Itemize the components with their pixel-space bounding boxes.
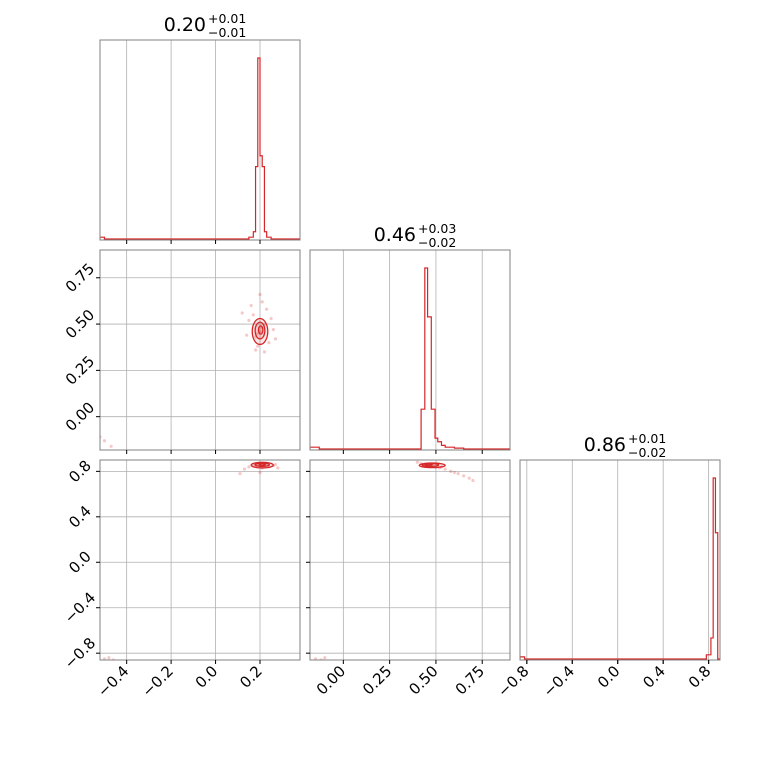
x-tick-label-2-3: 0.4 [639,662,669,692]
sample-point-2-9 [462,474,466,478]
x-tick-label-0-2: 0.0 [192,662,222,692]
histogram-series-1 [310,267,510,450]
histogram-panel-2 [519,459,721,664]
density-contour-1-2 [258,463,266,466]
sample-point-1-7 [247,465,251,469]
histogram-title-1: 0.46 +0.03−0.02 [374,221,457,250]
y-tick-label-1-3: 0.75 [62,260,98,296]
y-tick-label-2-1: −0.4 [61,588,99,626]
sample-point-0-10 [249,303,253,308]
sample-point-0-5 [251,313,255,317]
sample-point-2-8 [456,472,460,476]
sample-point-0-20 [102,439,107,443]
histogram-panel-0 [99,39,301,244]
x-tick-label-1-3: 0.75 [452,662,488,698]
pair-background-0-1 [100,250,300,450]
sample-point-0-12 [245,333,249,337]
sample-point-2-5 [443,467,447,471]
x-tick-label-2-4: 0.8 [685,662,715,692]
x-tick-label-2-2: 0.0 [594,662,624,692]
y-tick-label-1-0: 0.00 [62,398,98,434]
sample-point-0-14 [269,316,273,321]
x-tick-label-2-1: −0.4 [540,662,578,700]
sample-point-1-15 [102,657,107,660]
sample-point-2-17 [323,656,327,660]
x-tick-label-0-1: −0.2 [138,662,176,700]
y-tick-label-2-2: 0.0 [65,547,95,577]
sample-point-2-14 [415,460,420,464]
histogram-title-2: 0.86 +0.01−0.02 [584,431,667,460]
sample-point-2-11 [471,478,475,483]
sample-point-0-7 [247,318,251,322]
histogram-series-2 [520,477,720,660]
x-tick-label-1-2: 0.50 [405,662,441,698]
sample-point-0-21 [109,444,113,448]
y-tick-label-2-4: 0.8 [65,457,95,487]
histogram-frame-1 [309,249,511,451]
sample-point-1-17 [107,656,111,660]
histogram-background-0 [100,40,300,240]
sample-point-1-12 [258,470,262,475]
title-plus-error-2: +0.01 [628,431,666,446]
sample-point-1-11 [273,462,278,467]
sample-point-1-13 [238,472,242,476]
histogram-frame-0 [99,39,301,241]
y-tick-label-1-1: 0.25 [62,352,98,388]
title-value-2: 0.86 [584,434,626,456]
pair-panel-1-2 [310,460,510,660]
title-minus-error-0: −0.01 [208,25,246,40]
x-tick-label-0-0: −0.4 [94,662,132,700]
sample-point-0-16 [240,311,244,315]
sample-point-0-11 [271,328,275,332]
sample-point-1-14 [276,466,280,470]
title-minus-error-1: −0.02 [418,235,456,250]
histogram-panel-1 [309,249,511,454]
sample-point-0-19 [262,350,267,354]
histogram-background-1 [310,250,510,450]
sample-point-0-15 [253,348,258,352]
title-minus-error-2: −0.02 [628,445,666,460]
x-tick-label-1-0: 0.00 [313,662,349,698]
x-tick-label-0-3: 0.2 [236,662,266,692]
histogram-frame-2 [519,459,721,661]
title-plus-error-0: +0.01 [208,11,246,26]
histogram-background-2 [520,460,720,660]
pair-frame-1-2 [309,459,511,661]
sample-point-0-17 [273,337,278,341]
y-tick-label-1-2: 0.50 [62,306,98,342]
pair-panel-0-2 [100,460,300,660]
title-plus-error-1: +0.03 [418,221,456,236]
title-value-0: 0.20 [164,14,206,36]
sample-point-2-15 [313,657,318,660]
histogram-title-0: 0.20 +0.01−0.01 [164,11,247,40]
sample-point-0-8 [265,307,269,311]
sample-point-0-6 [267,340,271,345]
sample-point-0-13 [260,300,264,304]
x-tick-label-2-0: −0.8 [494,662,532,700]
pair-frame-0-2 [99,459,301,661]
pair-frame-0-1 [99,249,301,451]
sample-point-2-10 [467,476,471,480]
sample-point-2-7 [452,470,457,475]
sample-point-0-18 [258,292,262,297]
x-tick-label-1-1: 0.25 [359,662,395,698]
pair-panel-0-1 [100,250,300,450]
density-contour-2-2 [424,463,433,466]
sample-point-0-9 [256,344,260,348]
histogram-series-0 [100,57,300,240]
pair-background-0-2 [100,460,300,660]
y-tick-label-2-3: 0.4 [65,502,95,532]
y-tick-label-2-0: −0.8 [61,634,99,672]
density-contour-0-2 [257,325,264,335]
pair-background-1-2 [310,460,510,660]
title-value-1: 0.46 [374,224,416,246]
sample-point-2-6 [449,469,453,473]
sample-point-1-10 [242,467,247,471]
